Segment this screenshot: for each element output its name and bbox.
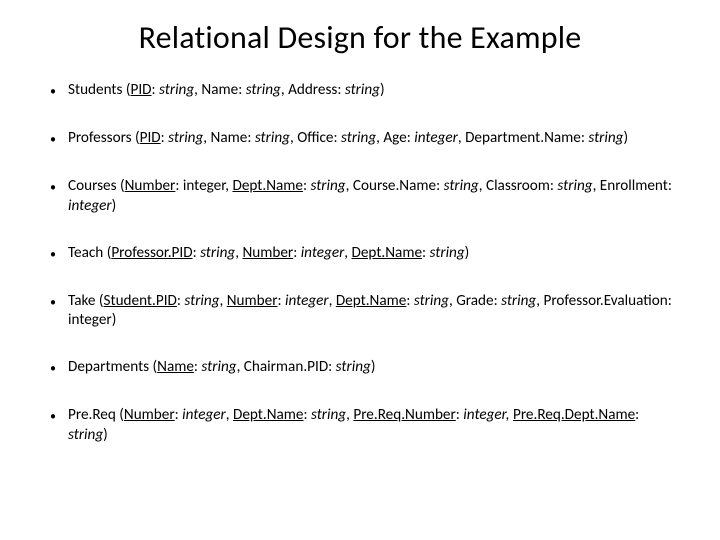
- field-label: Dept.Name: [232, 177, 303, 195]
- bullet-dot-icon: •: [50, 244, 68, 265]
- field-label: Age: [383, 129, 406, 147]
- field-label: Professor.PID: [111, 244, 192, 262]
- bullet-dot-icon: •: [50, 292, 68, 313]
- field-label: Classroom: [486, 177, 550, 195]
- relation-line: Professors (PID: string, Name: string, O…: [68, 129, 680, 149]
- relation-line: Departments (Name: string, Chairman.PID:…: [68, 358, 680, 378]
- field-type: integer: [414, 129, 458, 147]
- field-type: string: [336, 358, 371, 376]
- field-label: Course.Name: [353, 177, 436, 195]
- field-type: integer: [68, 311, 112, 329]
- field-label: Student.PID: [104, 292, 177, 310]
- field-type: integer: [463, 406, 505, 424]
- relation-name: Take: [68, 292, 99, 310]
- relation-name: Teach: [68, 244, 107, 262]
- relation-name: Students: [68, 81, 126, 99]
- field-type: string: [168, 129, 203, 147]
- field-label: Pre.Req.Number: [353, 406, 455, 424]
- field-label: Enrollment: [600, 177, 668, 195]
- field-label: Dept.Name: [352, 244, 423, 262]
- field-label: Professor.Evaluation: [543, 292, 667, 310]
- field-type: string: [68, 426, 103, 444]
- field-label: Name: [157, 358, 194, 376]
- relation-name: Departments: [68, 358, 153, 376]
- field-type: string: [341, 129, 376, 147]
- relation-line: Courses (Number: integer, Dept.Name: str…: [68, 177, 680, 217]
- field-type: string: [557, 177, 592, 195]
- field-type: string: [414, 292, 449, 310]
- field-type: integer: [183, 177, 225, 195]
- field-type: string: [200, 244, 235, 262]
- relation-name: Professors: [68, 129, 135, 147]
- bullet-dot-icon: •: [50, 129, 68, 150]
- field-label: Department.Name: [465, 129, 581, 147]
- relation-name: Courses: [68, 177, 120, 195]
- field-type: string: [246, 81, 281, 99]
- field-label: Number: [242, 244, 293, 262]
- relation-item: •Students (PID: string, Name: string, Ad…: [50, 81, 680, 102]
- relation-item: •Take (Student.PID: string, Number: inte…: [50, 292, 680, 332]
- field-label: PID: [140, 129, 161, 147]
- field-type: string: [430, 244, 465, 262]
- field-type: integer: [68, 197, 112, 215]
- field-label: Dept.Name: [336, 292, 407, 310]
- field-type: string: [311, 406, 346, 424]
- field-type: string: [255, 129, 290, 147]
- relation-line: Pre.Req (Number: integer, Dept.Name: str…: [68, 406, 680, 446]
- bullet-dot-icon: •: [50, 358, 68, 379]
- slide-title: Relational Design for the Example: [40, 18, 680, 57]
- field-label: Chairman.PID: [244, 358, 328, 376]
- field-type: string: [159, 81, 194, 99]
- field-type: integer: [285, 292, 329, 310]
- field-label: Number: [227, 292, 278, 310]
- field-type: string: [501, 292, 536, 310]
- field-label: PID: [131, 81, 152, 99]
- field-label: Number: [124, 406, 175, 424]
- relation-item: •Teach (Professor.PID: string, Number: i…: [50, 244, 680, 265]
- field-separator: ,: [506, 406, 513, 424]
- field-label: Number: [125, 177, 176, 195]
- slide: Relational Design for the Example •Stude…: [0, 0, 720, 540]
- field-label: Name: [201, 81, 238, 99]
- field-type: string: [588, 129, 623, 147]
- relation-item: •Courses (Number: integer, Dept.Name: st…: [50, 177, 680, 217]
- field-type: string: [345, 81, 380, 99]
- field-label: Address: [288, 81, 337, 99]
- relation-line: Students (PID: string, Name: string, Add…: [68, 81, 680, 101]
- bullet-dot-icon: •: [50, 177, 68, 198]
- field-type: string: [201, 358, 236, 376]
- field-label: Office: [297, 129, 333, 147]
- field-type: integer: [301, 244, 345, 262]
- relation-name: Pre.Req: [68, 406, 119, 424]
- bullet-dot-icon: •: [50, 81, 68, 102]
- field-type: string: [444, 177, 479, 195]
- field-label: Dept.Name: [233, 406, 304, 424]
- field-type: string: [184, 292, 219, 310]
- field-label: Name: [211, 129, 248, 147]
- field-type: string: [310, 177, 345, 195]
- relation-line: Take (Student.PID: string, Number: integ…: [68, 292, 680, 332]
- field-label: Grade: [456, 292, 493, 310]
- relation-item: •Departments (Name: string, Chairman.PID…: [50, 358, 680, 379]
- bullet-dot-icon: •: [50, 406, 68, 427]
- bullet-list: •Students (PID: string, Name: string, Ad…: [40, 81, 680, 446]
- relation-line: Teach (Professor.PID: string, Number: in…: [68, 244, 680, 264]
- field-type: integer: [182, 406, 226, 424]
- field-label: Pre.Req.Dept.Name: [513, 406, 635, 424]
- relation-item: •Professors (PID: string, Name: string, …: [50, 129, 680, 150]
- relation-item: •Pre.Req (Number: integer, Dept.Name: st…: [50, 406, 680, 446]
